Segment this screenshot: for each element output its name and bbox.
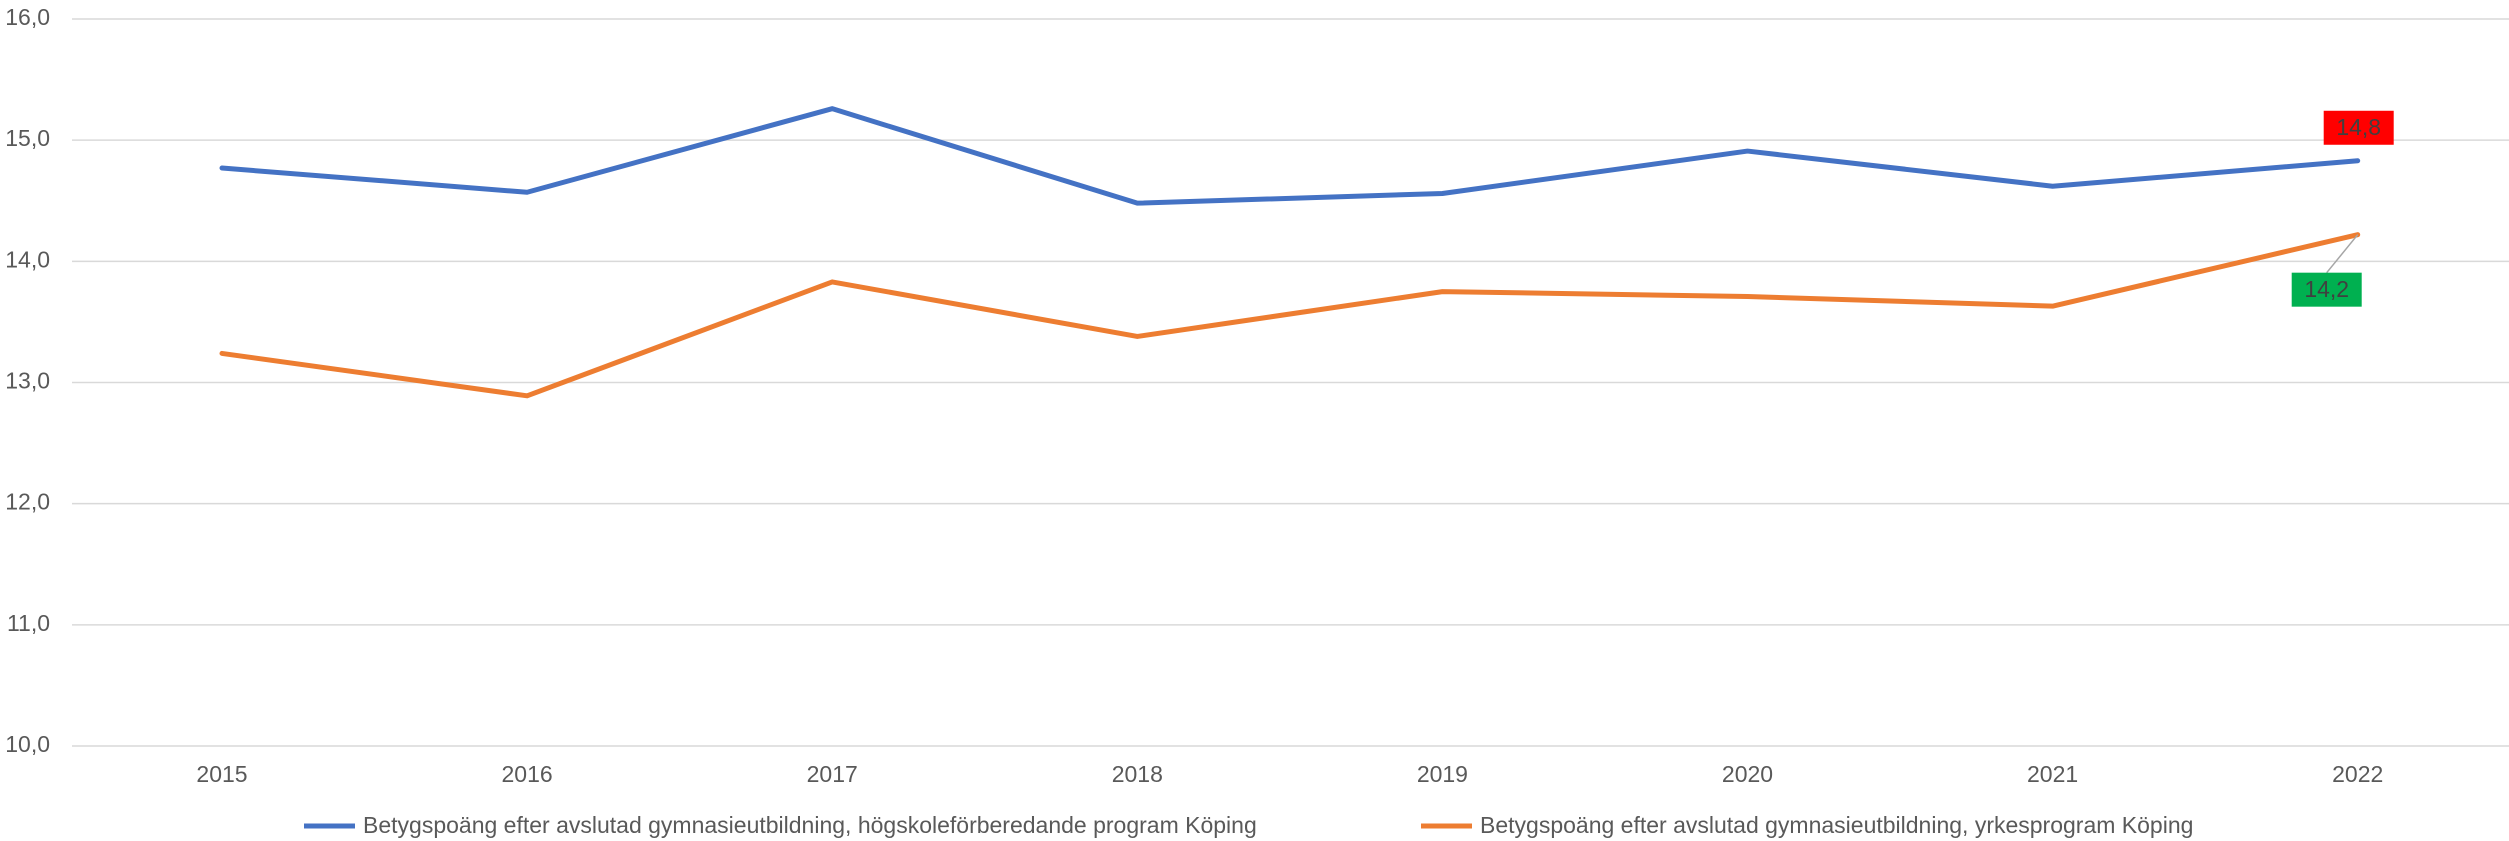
x-tick-label: 2017 [807, 761, 858, 787]
y-tick-label: 13,0 [5, 368, 50, 394]
x-tick-label: 2015 [196, 761, 247, 787]
data-label: 14,8 [2336, 114, 2381, 140]
data-label-box [2323, 110, 2394, 145]
data-label: 14,2 [2304, 276, 2349, 302]
y-tick-label: 11,0 [7, 610, 50, 636]
x-tick-label: 2022 [2332, 761, 2383, 787]
legend-label: Betygspoäng efter avslutad gymnasieutbil… [363, 812, 1257, 838]
x-tick-label: 2016 [502, 761, 553, 787]
x-tick-label: 2021 [2027, 761, 2078, 787]
series-line [219, 106, 2361, 206]
leader-line [2326, 234, 2359, 274]
x-tick-label: 2019 [1417, 761, 1468, 787]
y-tick-label: 14,0 [5, 246, 50, 272]
y-tick-label: 10,0 [5, 731, 50, 757]
y-tick-label: 15,0 [5, 125, 50, 151]
y-tick-label: 12,0 [5, 489, 50, 515]
legend-label: Betygspoäng efter avslutad gymnasieutbil… [1480, 812, 2193, 838]
series-line [219, 232, 2361, 399]
x-tick-label: 2020 [1722, 761, 1773, 787]
data-label-box [2291, 272, 2362, 307]
y-tick-label: 16,0 [5, 4, 50, 30]
x-tick-label: 2018 [1112, 761, 1163, 787]
